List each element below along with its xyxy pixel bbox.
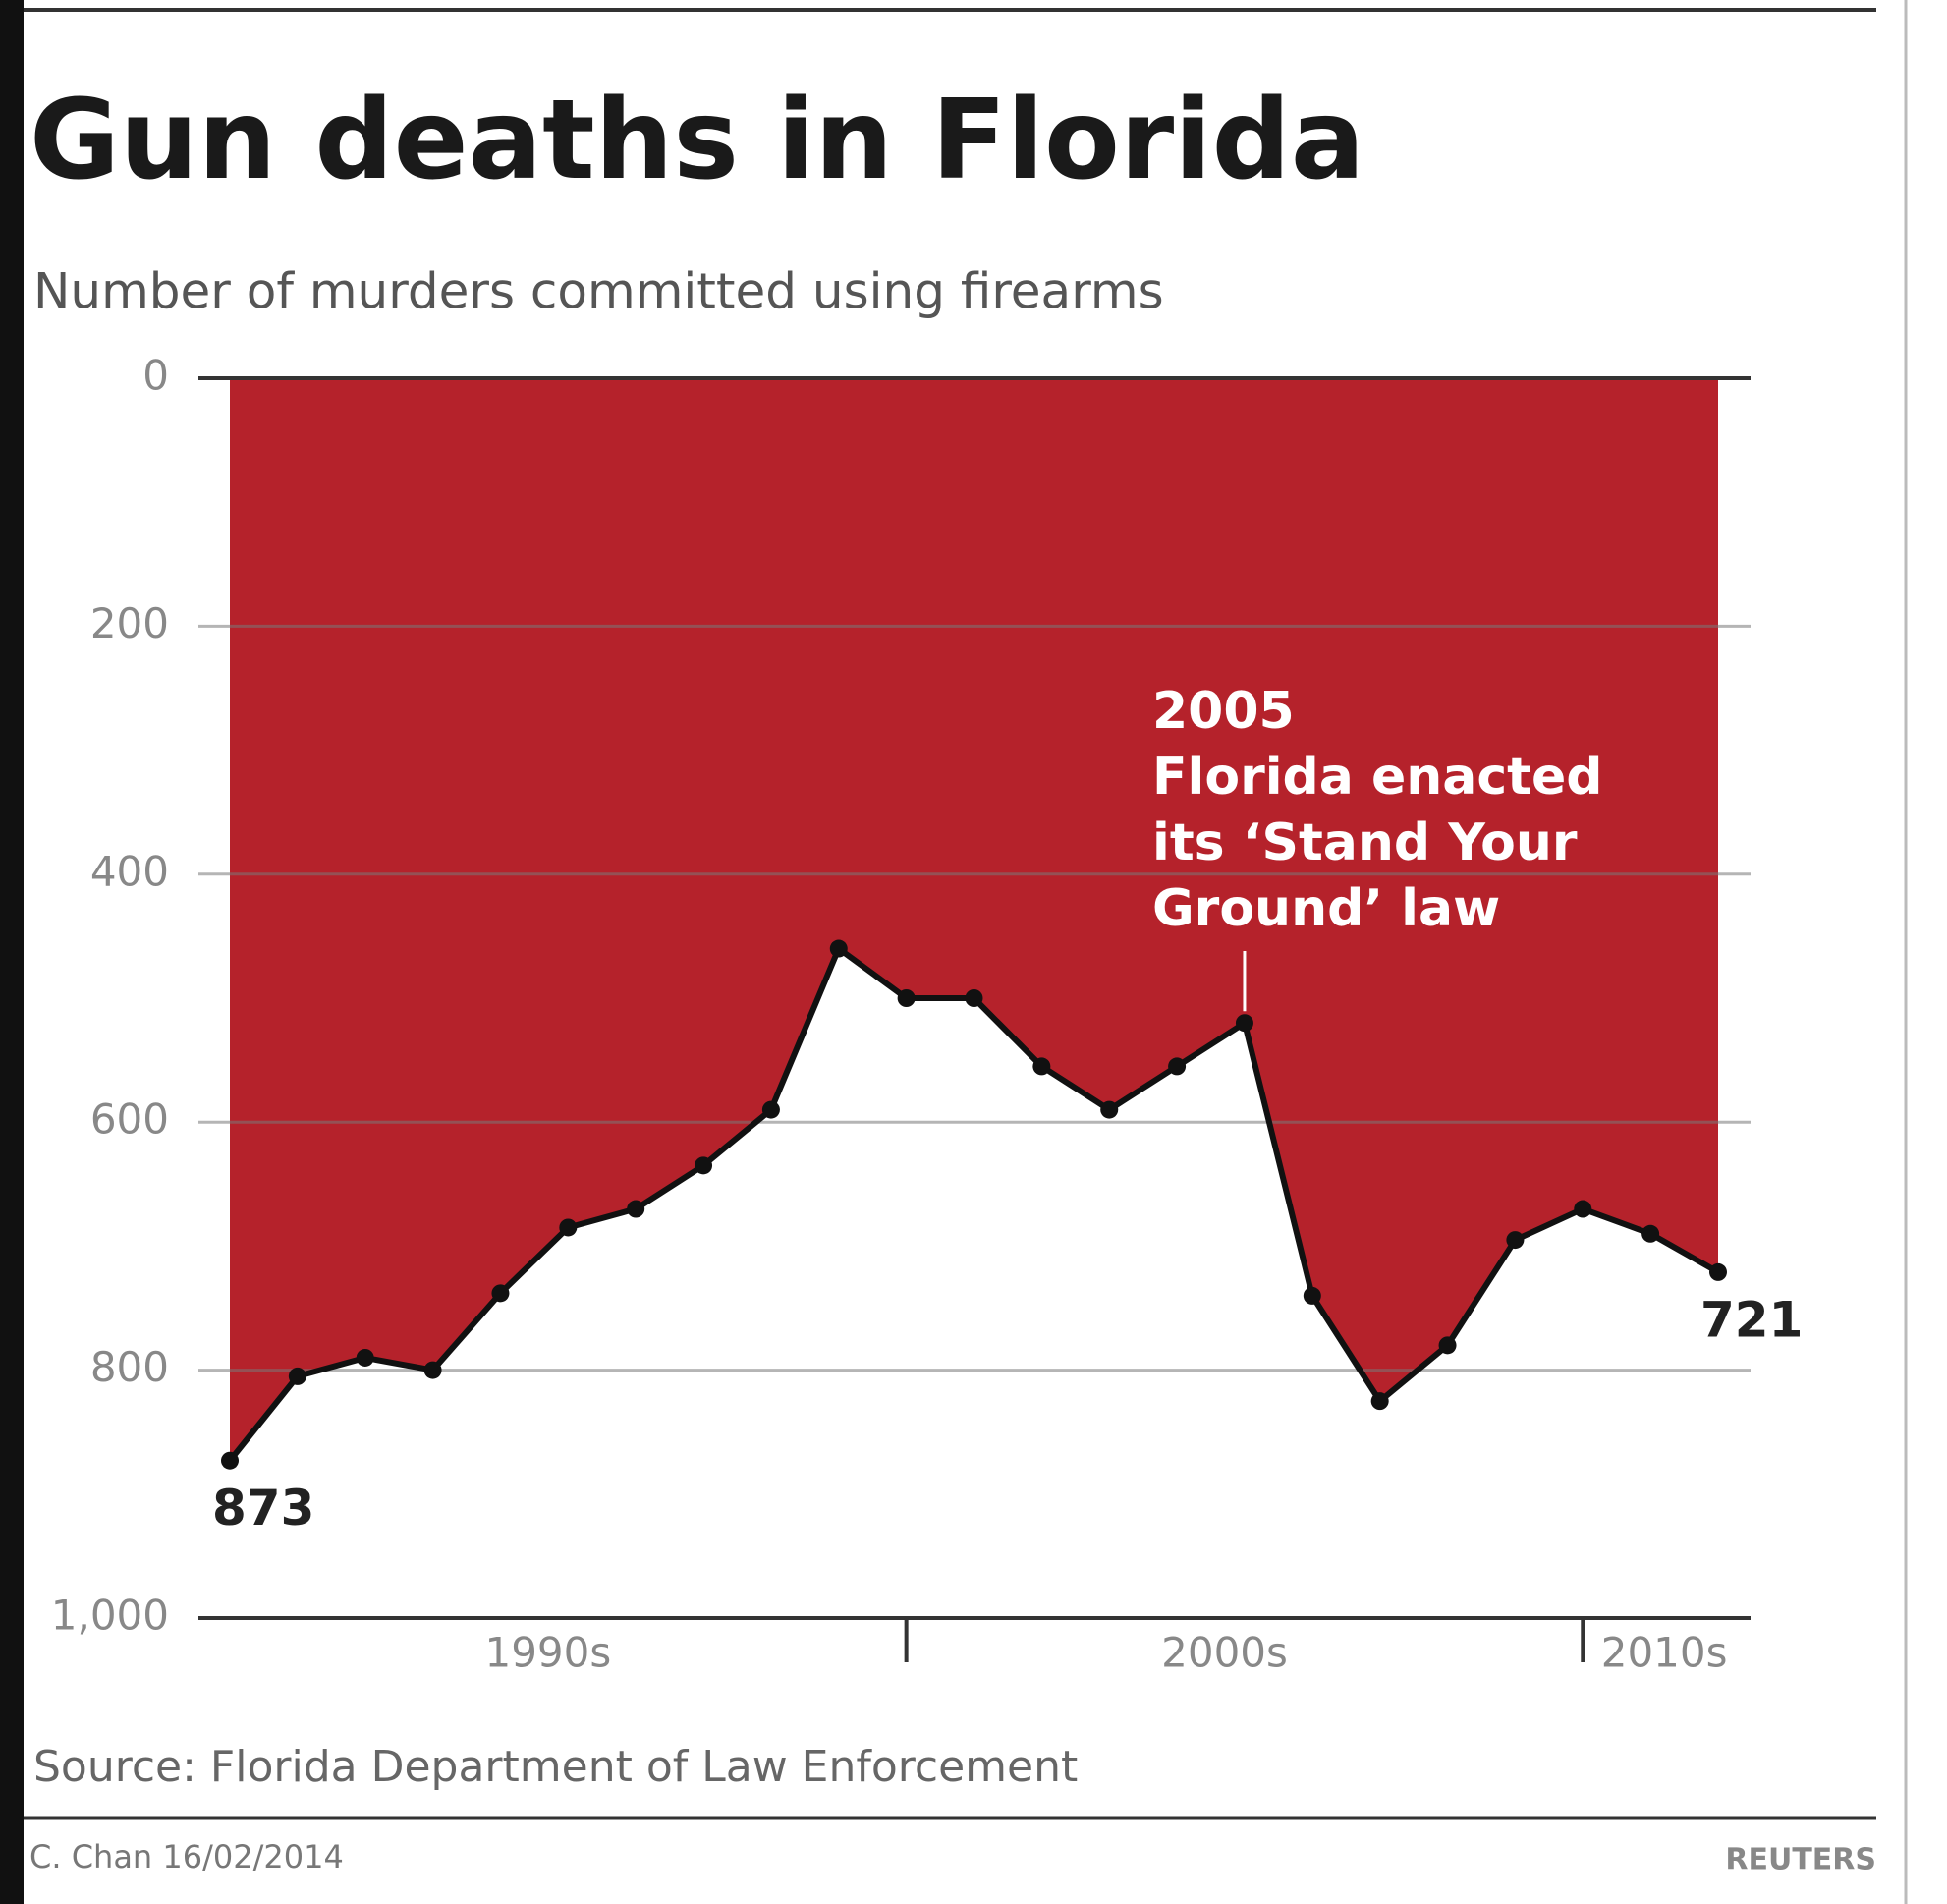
- chart-subtitle: Number of murders committed using firear…: [33, 263, 1164, 320]
- y-tick-label: 1,000: [51, 1592, 169, 1640]
- y-tick-label: 200: [90, 599, 169, 647]
- point: [1032, 1057, 1051, 1076]
- point: [1100, 1100, 1119, 1119]
- point: [829, 939, 848, 958]
- x-group-label: 2000s: [1161, 1629, 1288, 1677]
- point: [221, 1451, 239, 1470]
- point: [1641, 1224, 1660, 1243]
- point: [1506, 1231, 1525, 1250]
- chart-title: Gun deaths in Florida: [29, 77, 1364, 204]
- annotation-text: Ground’ law: [1152, 879, 1500, 938]
- point: [1370, 1392, 1389, 1411]
- plot-area: 0 200 400 600 800 1,000 1990s 2000s 2010s 873 721 2…: [51, 352, 1804, 1677]
- value-label: 873: [212, 1480, 314, 1537]
- source: Source: Florida Department of Law Enforc…: [33, 1742, 1078, 1792]
- x-group-label: 1990s: [484, 1629, 611, 1677]
- point: [1438, 1336, 1457, 1355]
- point: [1168, 1057, 1187, 1076]
- annotation-title: 2005: [1152, 682, 1295, 741]
- point: [965, 989, 983, 1007]
- point: [1709, 1262, 1727, 1281]
- point: [1574, 1200, 1592, 1218]
- point: [356, 1348, 374, 1367]
- y-tick-label: 600: [90, 1095, 169, 1144]
- point: [761, 1100, 780, 1119]
- brand: REUTERS: [1725, 1843, 1876, 1877]
- point: [491, 1284, 510, 1303]
- y-tick-label: 800: [90, 1343, 169, 1391]
- frame-left: [0, 0, 24, 1904]
- annotation-text: its ‘Stand Your: [1152, 813, 1578, 872]
- point: [1303, 1286, 1321, 1305]
- point: [423, 1361, 442, 1379]
- point: [559, 1218, 578, 1237]
- y-tick-label: 400: [90, 847, 169, 895]
- point: [1235, 1014, 1253, 1033]
- x-group-label: 2010s: [1601, 1629, 1728, 1677]
- point: [695, 1156, 713, 1175]
- point: [288, 1367, 306, 1385]
- area: [230, 378, 1718, 1461]
- point: [897, 989, 916, 1007]
- annotation-text: Florida enacted: [1152, 748, 1603, 807]
- value-label: 721: [1700, 1291, 1803, 1348]
- point: [627, 1200, 645, 1218]
- y-tick-label: 0: [142, 352, 169, 400]
- credit: C. Chan 16/02/2014: [29, 1838, 344, 1876]
